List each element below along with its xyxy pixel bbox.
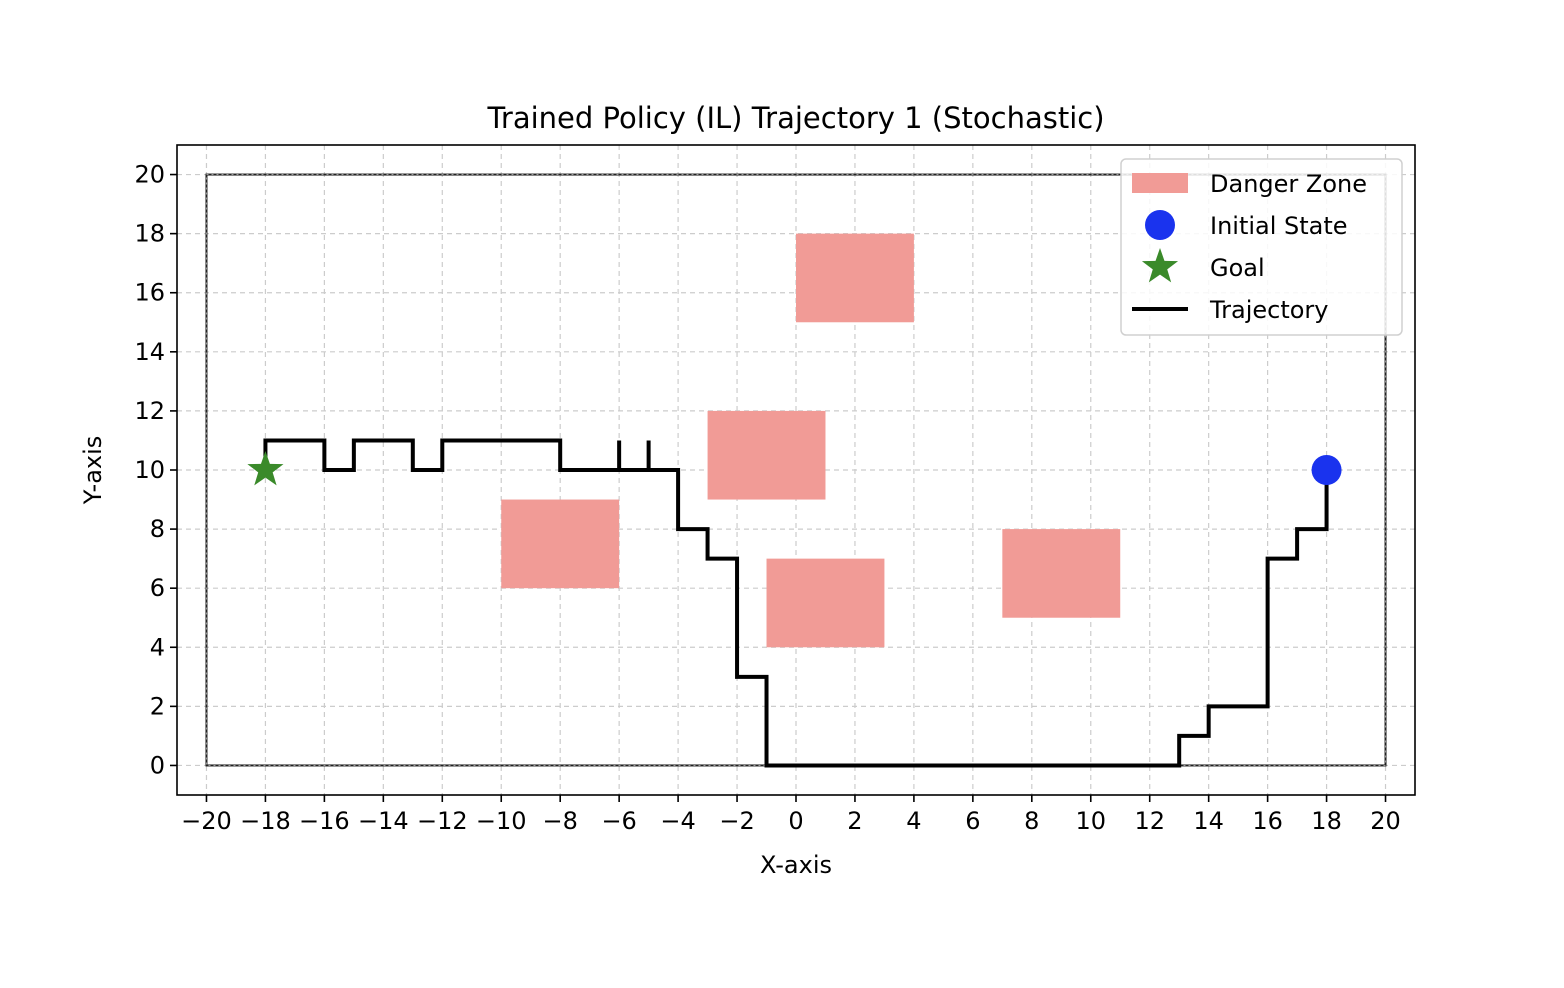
danger-zone: [766, 558, 885, 648]
legend-label: Initial State: [1210, 212, 1348, 240]
x-tick-label: 4: [906, 807, 921, 835]
y-tick-label: 6: [150, 574, 165, 602]
y-tick-label: 8: [150, 515, 165, 543]
initial-state-marker: [1311, 455, 1342, 485]
legend-label: Goal: [1210, 254, 1265, 282]
x-tick-label: 8: [1024, 807, 1039, 835]
y-tick-label: 18: [134, 220, 165, 248]
x-tick-label: −8: [542, 807, 577, 835]
x-tick-label: 20: [1370, 807, 1401, 835]
legend-goal-swatch: [1141, 248, 1179, 283]
legend-danger-zone-swatch: [1132, 173, 1188, 193]
x-tick-label: 6: [965, 807, 980, 835]
y-tick-label: 0: [150, 751, 165, 779]
y-tick-label: 2: [150, 692, 165, 720]
x-tick-label: −4: [660, 807, 695, 835]
plot-area: −20 −18 −16 −14 −12 −10 −8 −6 −4 −2 0 2 4 6 8 10 12 14 16 1…: [134, 144, 1416, 835]
x-tick-label: 2: [847, 807, 862, 835]
trajectory-line: [263, 438, 1329, 768]
legend: Danger Zone Initial State Goal Trajectory: [1120, 158, 1403, 336]
x-tick-label: 0: [788, 807, 803, 835]
x-axis-label: X-axis: [760, 851, 832, 879]
x-tick-label: −16: [299, 807, 350, 835]
legend-label: Danger Zone: [1210, 170, 1367, 198]
x-tick-label: 14: [1193, 807, 1224, 835]
legend-initial-state-swatch: [1145, 210, 1175, 240]
y-tick-label: 10: [134, 456, 165, 484]
goal-marker: [247, 451, 284, 486]
danger-zone: [707, 410, 826, 500]
chart-title: Trained Policy (IL) Trajectory 1 (Stocha…: [486, 101, 1104, 135]
x-tick-label: −20: [181, 807, 232, 835]
x-tick-label: 12: [1134, 807, 1165, 835]
y-tick-label: 16: [134, 279, 165, 307]
x-tick-label: −6: [601, 807, 636, 835]
danger-zone: [1002, 529, 1121, 618]
x-tick-label: −14: [358, 807, 409, 835]
x-tick-label: −12: [417, 807, 468, 835]
y-tick-label: 12: [134, 397, 165, 425]
x-tick-label: 18: [1311, 807, 1342, 835]
danger-zone: [796, 233, 914, 323]
legend-box: [1120, 158, 1403, 336]
x-tick-label: −18: [240, 807, 291, 835]
x-tick-label: −10: [476, 807, 527, 835]
y-tick-label: 20: [134, 161, 165, 189]
danger-zone: [501, 499, 620, 589]
legend-label: Trajectory: [1209, 296, 1329, 324]
y-tick-label: 4: [150, 633, 165, 661]
x-tick-label: 16: [1252, 807, 1283, 835]
x-tick-label: −2: [719, 807, 754, 835]
y-axis-label: Y-axis: [79, 436, 107, 506]
y-tick-label: 14: [134, 338, 165, 366]
x-tick-label: 10: [1075, 807, 1106, 835]
